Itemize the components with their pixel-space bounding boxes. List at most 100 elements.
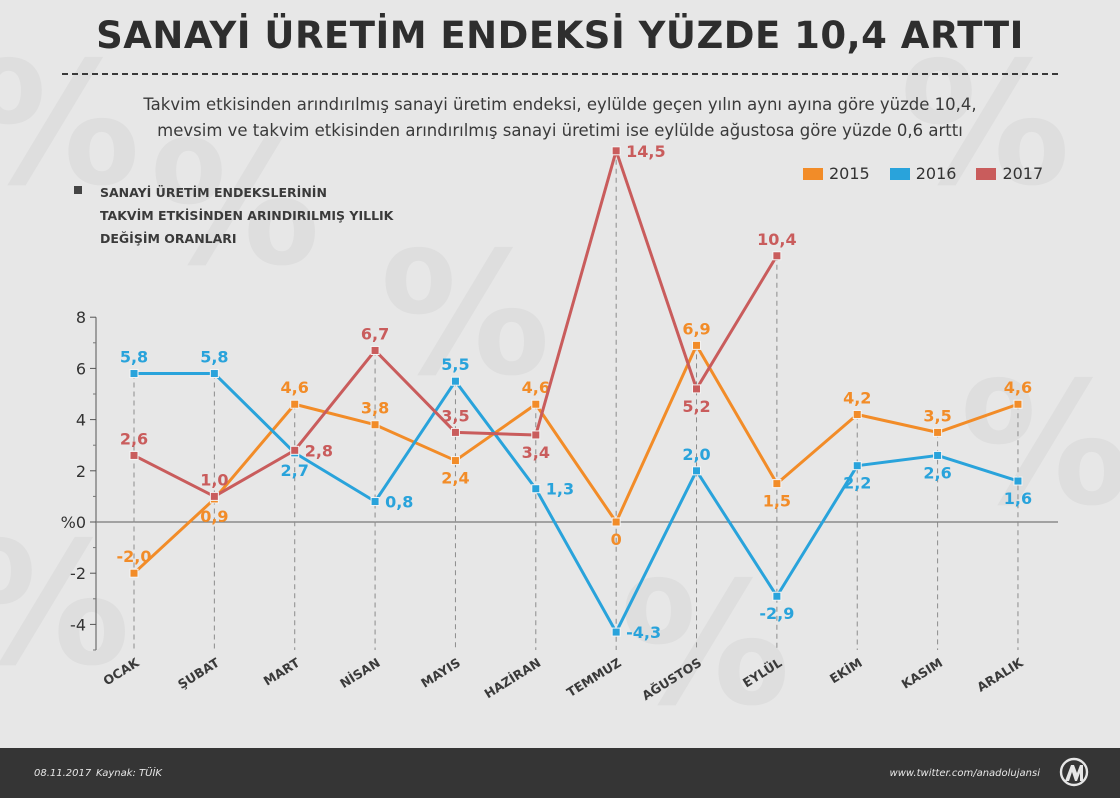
data-label-2015: 0 bbox=[611, 530, 622, 549]
data-point-2016 bbox=[209, 369, 219, 379]
data-point-2017 bbox=[129, 450, 139, 460]
data-label-2015: 2,4 bbox=[441, 469, 469, 488]
chart-legend: 2015 2016 2017 bbox=[803, 164, 1043, 183]
legend-swatch-2015 bbox=[803, 167, 823, 180]
data-label-2016: -4,3 bbox=[626, 623, 661, 642]
data-label-2016: 5,8 bbox=[200, 348, 228, 367]
data-label-2015: 4,6 bbox=[522, 378, 550, 397]
legend-label-2015: 2015 bbox=[829, 164, 870, 183]
y-tick-label: 4 bbox=[76, 411, 86, 430]
data-label-2016: 0,8 bbox=[385, 493, 413, 512]
data-label-2017: 2,6 bbox=[120, 429, 148, 448]
data-point-2017 bbox=[531, 430, 541, 440]
data-point-2016 bbox=[772, 591, 782, 601]
x-tick-label: HAZİRAN bbox=[481, 655, 543, 701]
data-point-2017 bbox=[290, 445, 300, 455]
x-tick-label: NİSAN bbox=[337, 655, 382, 691]
legend-label-2016: 2016 bbox=[915, 164, 957, 183]
chart-description: SANAYİ ÜRETİM ENDEKSLERİNİN TAKVİM ETKİS… bbox=[74, 181, 394, 250]
data-label-2015: 6,9 bbox=[682, 319, 710, 338]
background-percent-icon: % bbox=[0, 40, 140, 210]
data-point-2015 bbox=[852, 409, 862, 419]
legend-label-2017: 2017 bbox=[1002, 164, 1044, 183]
data-label-2016: 1,6 bbox=[1004, 489, 1032, 508]
subtitle: Takvim etkisinden arındırılmış sanayi ür… bbox=[0, 92, 1120, 144]
data-point-2015 bbox=[933, 427, 943, 437]
data-label-2015: -2,0 bbox=[117, 547, 152, 566]
chart-description-line: DEĞİŞİM ORANLARI bbox=[100, 231, 237, 246]
data-label-2015: 0,9 bbox=[200, 507, 228, 526]
y-tick-label: %0 bbox=[61, 513, 86, 532]
data-label-2017: 10,4 bbox=[757, 230, 796, 249]
footer-date: 08.11.2017 bbox=[34, 768, 92, 779]
background-percent-icon: % bbox=[620, 546, 791, 744]
subtitle-line: mevsim ve takvim etkisinden arındırılmış… bbox=[157, 121, 963, 140]
data-point-2015 bbox=[772, 479, 782, 489]
data-point-2016 bbox=[933, 450, 943, 460]
data-point-2015 bbox=[611, 517, 621, 527]
chart-description-line: TAKVİM ETKİSİNDEN ARINDIRILMIŞ YILLIK bbox=[100, 208, 394, 223]
data-point-2017 bbox=[209, 491, 219, 501]
legend-item-2015: 2015 bbox=[803, 164, 870, 183]
data-label-2017: 5,2 bbox=[682, 397, 710, 416]
background-percent-icon: % bbox=[900, 26, 1071, 224]
legend-item-2017: 2017 bbox=[976, 164, 1043, 183]
y-tick-label: 8 bbox=[76, 308, 86, 327]
data-point-2016 bbox=[611, 627, 621, 637]
x-tick-label: TEMMUZ bbox=[564, 655, 624, 700]
data-point-2015 bbox=[450, 456, 460, 466]
data-point-2015 bbox=[692, 340, 702, 350]
data-label-2015: 3,8 bbox=[361, 399, 389, 418]
y-tick-label: -4 bbox=[70, 615, 86, 634]
data-label-2016: 5,5 bbox=[441, 355, 469, 374]
data-point-2015 bbox=[290, 399, 300, 409]
data-point-2015 bbox=[370, 420, 380, 430]
data-point-2017 bbox=[611, 146, 621, 156]
data-point-2017 bbox=[772, 251, 782, 261]
legend-swatch-2017 bbox=[976, 167, 997, 180]
subtitle-line: Takvim etkisinden arındırılmış sanayi ür… bbox=[143, 95, 977, 114]
data-point-2017 bbox=[692, 384, 702, 394]
x-tick-label: KASIM bbox=[899, 655, 945, 692]
data-label-2015: 3,5 bbox=[923, 406, 951, 425]
data-point-2017 bbox=[450, 427, 460, 437]
footer-bar: 08.11.2017 Kaynak: TÜİK www.twitter.com/… bbox=[0, 748, 1120, 798]
data-label-2017: 1,0 bbox=[200, 470, 228, 489]
background-percent-icon: % bbox=[0, 520, 130, 690]
data-point-2016 bbox=[129, 369, 139, 379]
page-title: SANAYİ ÜRETİM ENDEKSİ YÜZDE 10,4 ARTTI bbox=[96, 14, 1024, 57]
data-point-2016 bbox=[450, 376, 460, 386]
data-label-2016: 2,7 bbox=[281, 461, 309, 480]
background-percent-icon: % bbox=[150, 106, 321, 304]
data-label-2016: 2,0 bbox=[682, 445, 710, 464]
y-tick-label: 2 bbox=[76, 462, 86, 481]
data-point-2016 bbox=[852, 461, 862, 471]
x-tick-label: MART bbox=[261, 655, 303, 689]
data-point-2016 bbox=[692, 466, 702, 476]
x-tick-label: EKİM bbox=[827, 655, 865, 686]
y-tick-label: -2 bbox=[70, 564, 86, 583]
data-label-2017: 14,5 bbox=[626, 142, 665, 161]
x-tick-label: MAYIS bbox=[418, 655, 463, 691]
data-label-2017: 2,8 bbox=[305, 441, 333, 460]
title-divider bbox=[62, 73, 1058, 75]
data-label-2016: 2,6 bbox=[923, 463, 951, 482]
series-line-2016 bbox=[134, 372, 1019, 634]
chart-description-line: SANAYİ ÜRETİM ENDEKSLERİNİN bbox=[100, 185, 327, 200]
data-point-2015 bbox=[129, 568, 139, 578]
data-label-2017: 6,7 bbox=[361, 324, 389, 343]
series-line-2015 bbox=[132, 343, 1019, 575]
data-label-2015: 1,5 bbox=[763, 492, 791, 511]
data-label-2015: 4,2 bbox=[843, 388, 871, 407]
y-tick-label: 6 bbox=[76, 359, 86, 378]
x-tick-label: OCAK bbox=[100, 654, 142, 688]
background-percent-icon: % bbox=[960, 346, 1120, 544]
footer-twitter-link[interactable]: www.twitter.com/anadolujansi bbox=[889, 768, 1040, 779]
legend-item-2016: 2016 bbox=[889, 164, 957, 183]
data-point-2016 bbox=[531, 484, 541, 494]
anadolu-agency-logo-icon bbox=[1059, 757, 1089, 787]
data-label-2016: 1,3 bbox=[546, 480, 574, 499]
legend-swatch-2016 bbox=[889, 167, 910, 180]
data-label-2017: 3,5 bbox=[441, 406, 469, 425]
